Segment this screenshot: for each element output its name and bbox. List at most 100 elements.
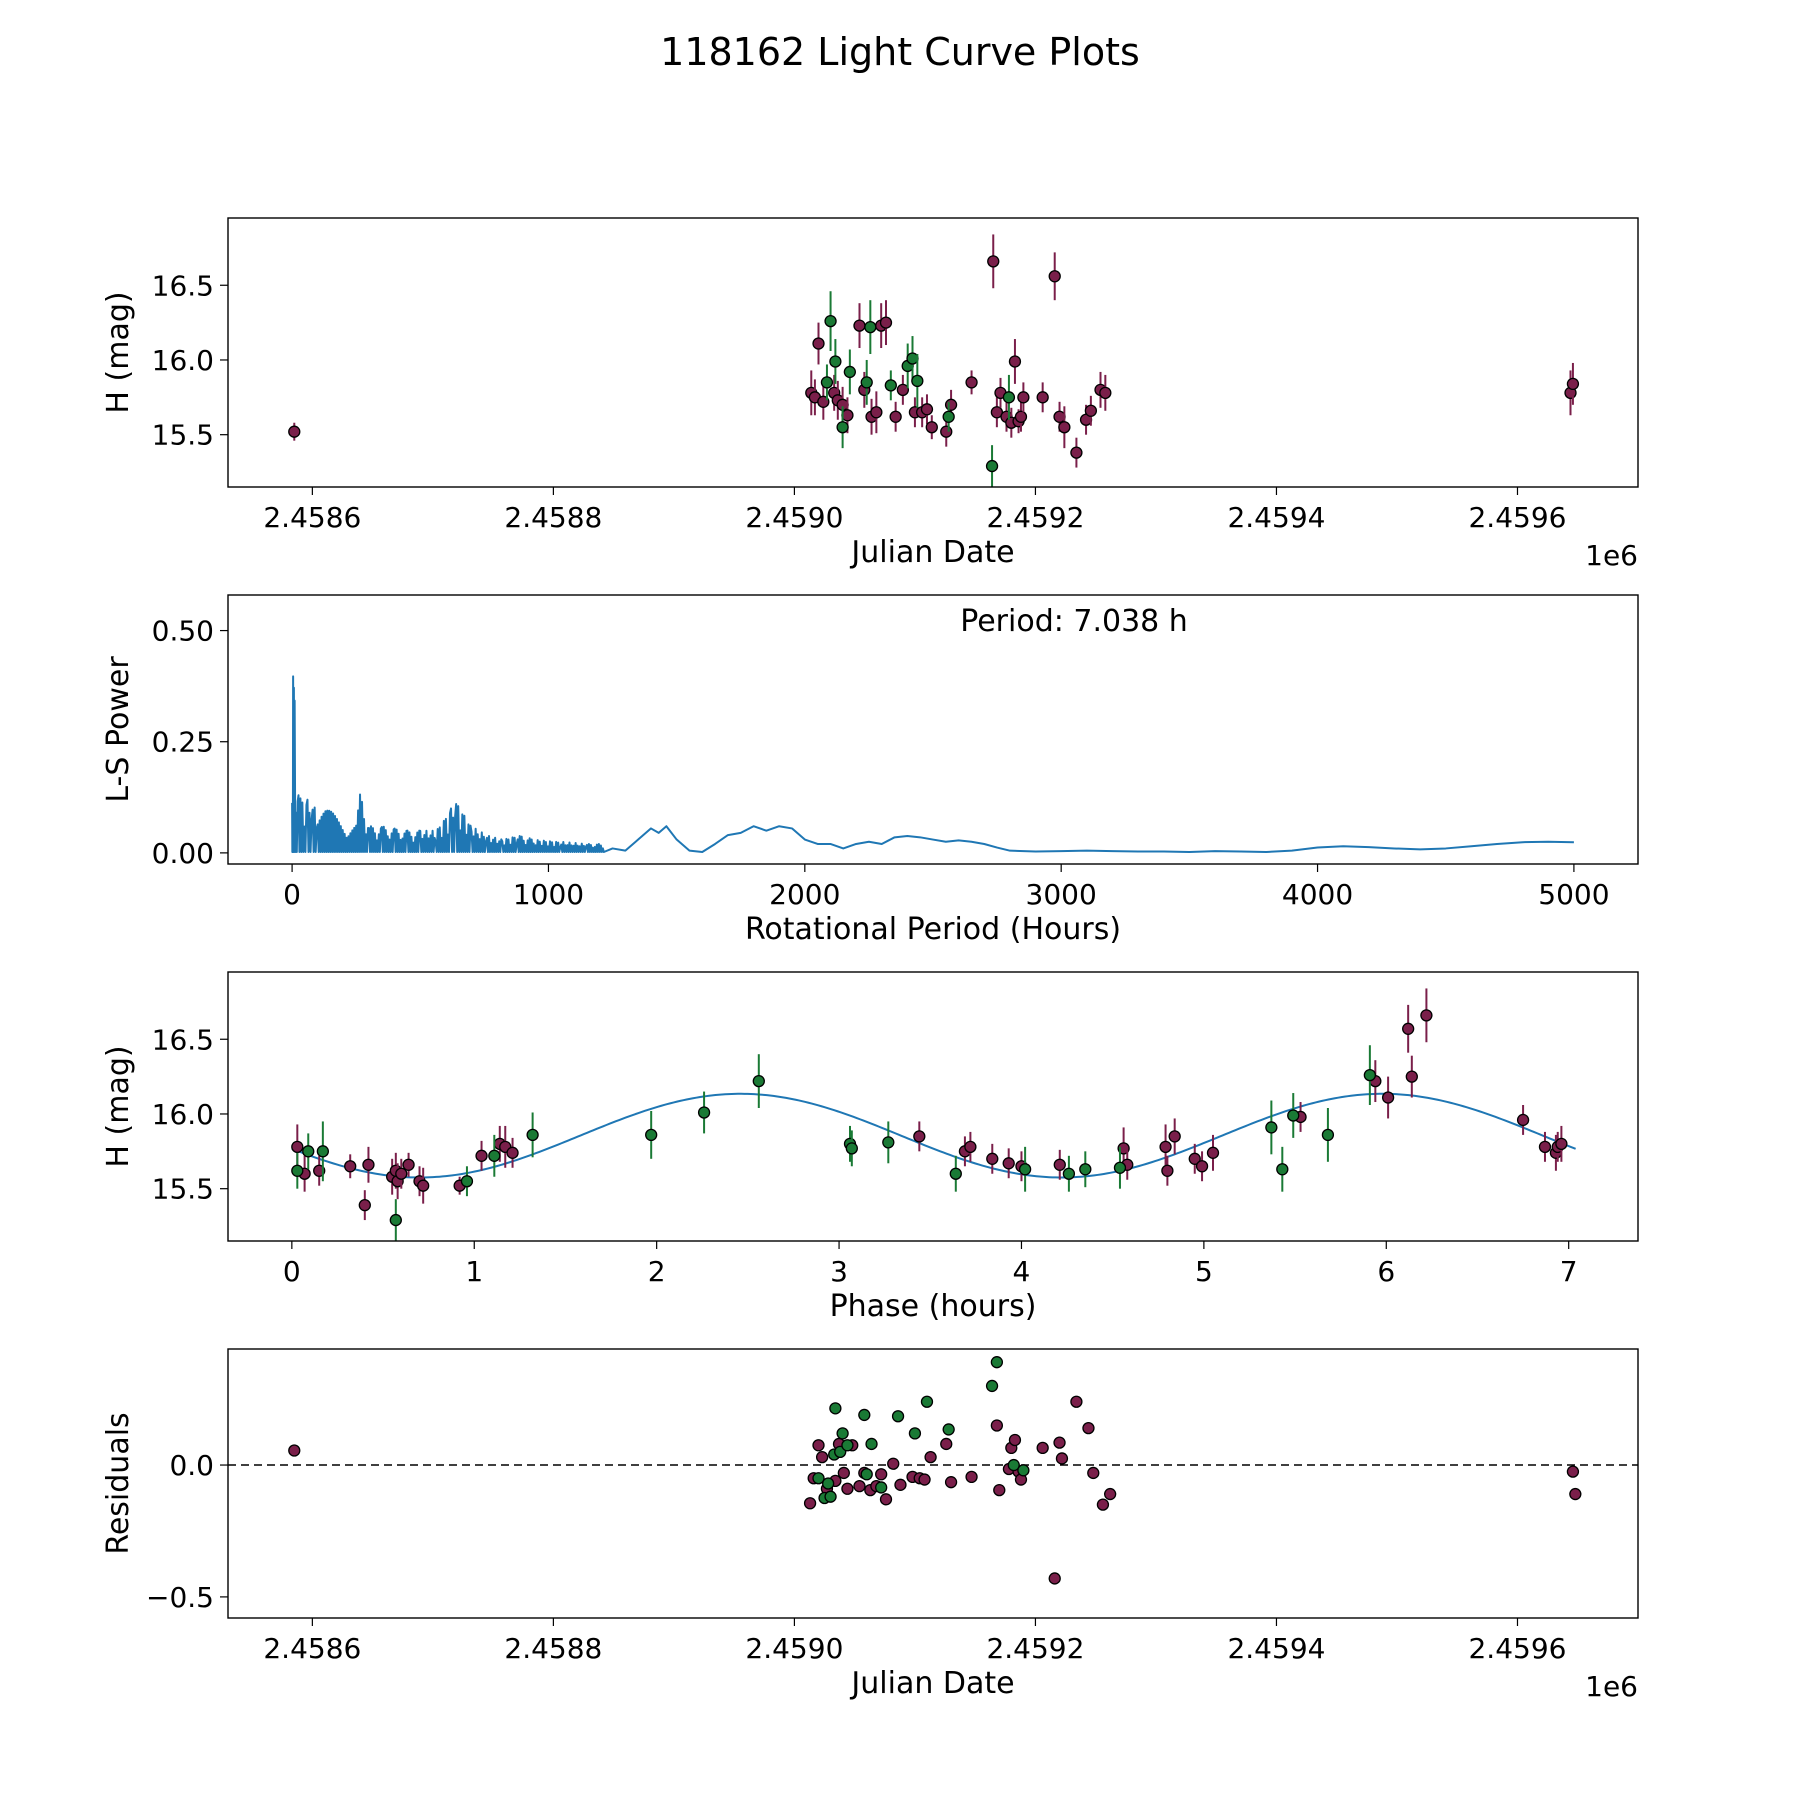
y-axis-label: H (mag) [101, 291, 136, 413]
data-point [358, 1198, 371, 1212]
x-tick-label: 2.4588 [504, 1632, 602, 1665]
data-point [506, 1146, 519, 1159]
data-point [815, 1450, 829, 1464]
data-point [853, 319, 866, 332]
data-point [1195, 1160, 1209, 1173]
data-point [882, 1136, 895, 1149]
data-point [1014, 410, 1028, 423]
data-point [845, 1142, 858, 1155]
data-point [841, 1439, 854, 1452]
y-tick-label: 15.5 [152, 1173, 214, 1206]
x-tick-label: 0 [283, 878, 301, 911]
data-point [918, 1473, 931, 1486]
x-tick-label: 2.4588 [504, 501, 602, 534]
data-point [924, 1450, 937, 1464]
panel-periodogram: 0 1000 2000 3000 4000 5000 0.00 0.25 0.50 Rotatio… [101, 594, 1639, 947]
data-point [475, 1149, 488, 1162]
data-point [1087, 1466, 1100, 1480]
panel-residuals: 2.4586 2.4588 2.4590 2.4592 2.4594 2.4596 −0.5… [101, 1348, 1639, 1703]
x-tick-label: 2.4596 [1468, 1632, 1566, 1665]
data-point [858, 1408, 871, 1422]
x-tick-label: 2000 [769, 878, 840, 911]
x-tick-label: 2.4590 [745, 501, 843, 534]
data-point [395, 1167, 408, 1180]
x-tick-label: 5000 [1538, 878, 1609, 911]
data-point [841, 1482, 854, 1495]
data-point [362, 1158, 375, 1171]
data-point [822, 1477, 835, 1490]
data-point [1161, 1164, 1174, 1177]
data-point [460, 1175, 474, 1188]
data-point [837, 1466, 850, 1480]
x-tick-label: 4000 [1282, 878, 1353, 911]
data-point [925, 421, 938, 434]
data-point [1048, 270, 1061, 283]
data-point [1420, 1009, 1433, 1022]
y-axis-label: H (mag) [101, 1045, 136, 1167]
x-axis-label: Rotational Period (Hours) [745, 912, 1121, 947]
data-point [291, 1140, 304, 1153]
plot-area [288, 234, 1580, 487]
data-point [288, 425, 301, 438]
data-point [1555, 1137, 1568, 1151]
data-point [1363, 1068, 1377, 1082]
data-point [942, 410, 955, 423]
data-point [1062, 1167, 1076, 1180]
data-point [803, 1497, 817, 1510]
data-point [985, 459, 999, 473]
power-spectrum-line [291, 675, 1574, 853]
model-fit-curve [291, 1092, 1576, 1179]
plot-area [291, 988, 1576, 1241]
data-point [812, 1439, 825, 1452]
data-point [488, 1149, 501, 1162]
x-axis-label: Julian Date [849, 1666, 1014, 1701]
x-tick-label: 2.4596 [1468, 501, 1566, 534]
data-point [889, 410, 902, 423]
data-point [875, 1468, 888, 1481]
data-point [1002, 391, 1016, 404]
data-point [843, 365, 856, 379]
x-tick-label: 2.4594 [1227, 501, 1325, 534]
data-point [824, 1490, 837, 1503]
data-point [860, 376, 873, 389]
data-point [812, 337, 825, 350]
data-point [1206, 1146, 1220, 1159]
data-point [1113, 1161, 1127, 1174]
data-point [302, 1145, 315, 1158]
x-tick-label: 3 [830, 1255, 848, 1288]
panel-phased: 0 1 2 3 4 5 6 7 15.5 16.0 16.5 Phase (hours) H (mag) [101, 971, 1639, 1324]
x-tick-label: 1 [465, 1255, 483, 1288]
data-point [1070, 446, 1083, 459]
data-point [913, 1130, 926, 1143]
data-point [344, 1160, 357, 1173]
data-point [1007, 1458, 1020, 1472]
axes-frame [227, 594, 1639, 865]
data-point [1265, 1121, 1278, 1134]
data-point [1099, 386, 1112, 400]
data-point [291, 1164, 304, 1177]
data-point [964, 1140, 977, 1153]
data-point [875, 1481, 888, 1494]
data-point [1053, 1436, 1066, 1449]
data-point [812, 1472, 825, 1485]
x-tick-label: 2 [648, 1255, 666, 1288]
x-offset-label: 1e6 [1585, 539, 1638, 572]
y-tick-label: 16.0 [152, 344, 214, 377]
data-point [993, 1483, 1006, 1497]
data-point [645, 1128, 658, 1142]
data-point [402, 1158, 415, 1171]
data-point [1168, 1130, 1181, 1143]
data-point [417, 1179, 430, 1192]
data-point [990, 1419, 1004, 1432]
data-point [1048, 1572, 1061, 1585]
y-tick-label: 15.5 [152, 419, 214, 452]
x-axis-label: Julian Date [849, 535, 1014, 570]
data-point [829, 355, 842, 368]
data-point [1008, 355, 1022, 368]
data-point [870, 406, 883, 419]
data-point [894, 1478, 907, 1491]
data-point [879, 316, 893, 329]
data-point [1070, 1395, 1083, 1408]
